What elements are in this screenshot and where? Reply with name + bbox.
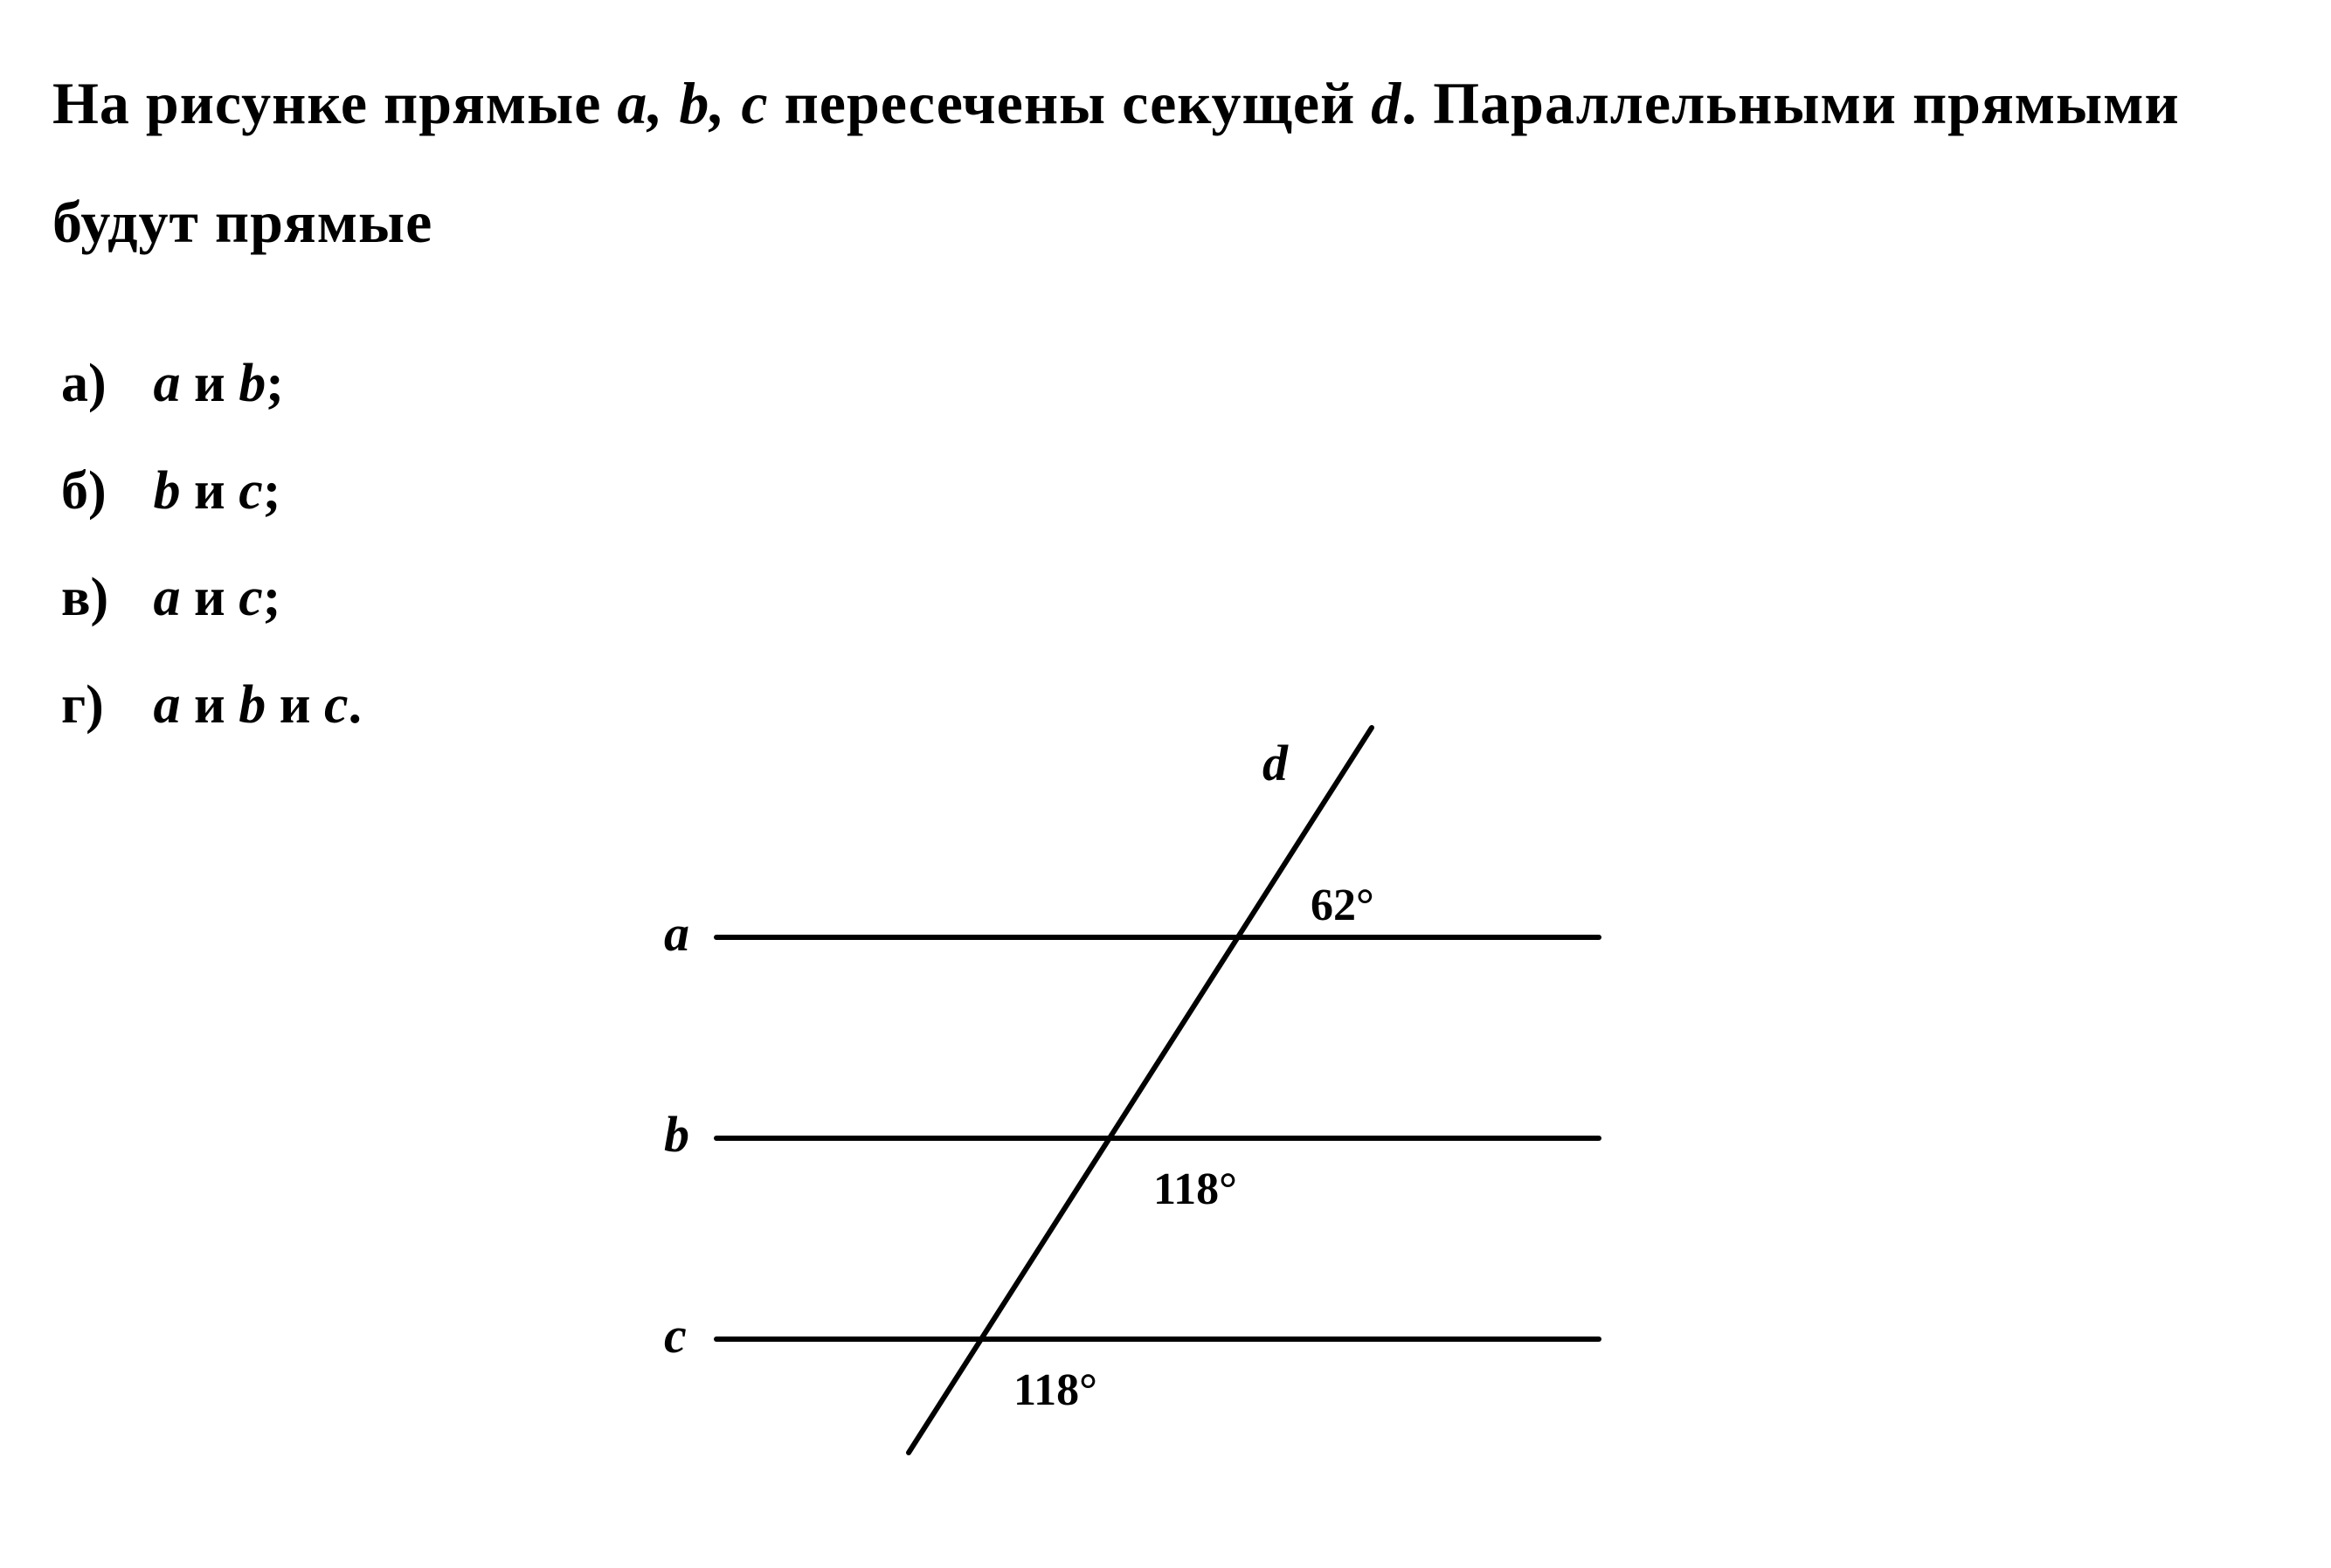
question-part1: На рисунке прямые bbox=[52, 70, 617, 136]
option-text: и bbox=[181, 568, 239, 627]
question-part2: пересечены секущей bbox=[769, 70, 1372, 136]
line-d-label: d bbox=[1262, 735, 1289, 791]
option-var: a bbox=[154, 568, 181, 627]
option-c: в) a и c; bbox=[61, 548, 2279, 648]
option-punct: ; bbox=[263, 461, 281, 521]
angle-a-label: 62° bbox=[1311, 881, 1374, 930]
option-label: в) bbox=[61, 548, 140, 648]
question-var-d: d bbox=[1371, 70, 1401, 136]
option-text: и bbox=[181, 675, 239, 735]
line-c-label: c bbox=[664, 1307, 687, 1364]
option-var: c bbox=[324, 675, 349, 735]
option-a: а) a и b; bbox=[61, 334, 2279, 434]
option-var: c bbox=[239, 461, 263, 521]
option-text: и bbox=[181, 461, 239, 521]
option-punct: . bbox=[349, 675, 363, 735]
option-var: a bbox=[154, 675, 181, 735]
angle-c-label: 118° bbox=[1013, 1365, 1097, 1415]
option-var: b bbox=[154, 461, 181, 521]
option-var: a bbox=[154, 354, 181, 413]
diagram-container: a b c d 62° 118° 118° bbox=[612, 693, 2279, 1483]
option-label: а) bbox=[61, 334, 140, 434]
option-var: b bbox=[239, 675, 266, 735]
angle-b-label: 118° bbox=[1153, 1164, 1237, 1214]
question-vars: a, b, c bbox=[617, 70, 768, 136]
option-punct: ; bbox=[266, 354, 284, 413]
option-label: г) bbox=[61, 655, 140, 756]
option-punct: ; bbox=[263, 568, 281, 627]
line-d bbox=[909, 728, 1372, 1453]
question-text: На рисунке прямые a, b, c пересечены сек… bbox=[52, 44, 2279, 281]
option-text: и bbox=[266, 675, 324, 735]
option-label: б) bbox=[61, 441, 140, 542]
option-var: c bbox=[239, 568, 263, 627]
option-var: b bbox=[239, 354, 266, 413]
option-text: и bbox=[181, 354, 239, 413]
option-b: б) b и c; bbox=[61, 441, 2279, 542]
line-b-label: b bbox=[664, 1106, 689, 1163]
line-a-label: a bbox=[664, 905, 689, 962]
geometry-diagram: a b c d 62° 118° 118° bbox=[612, 693, 1747, 1479]
